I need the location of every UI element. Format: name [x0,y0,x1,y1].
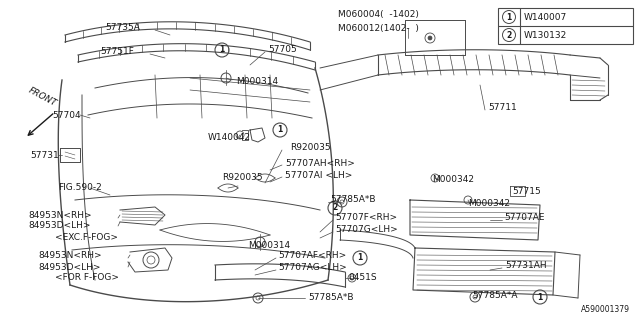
Text: <FOR F-FOG>: <FOR F-FOG> [55,274,119,283]
Text: <EXC.F-FOG>: <EXC.F-FOG> [55,233,118,242]
Text: 1: 1 [357,253,363,262]
Text: M060012(1402-  ): M060012(1402- ) [338,23,419,33]
Text: 2: 2 [332,204,338,212]
Text: 57715: 57715 [512,188,541,196]
Text: W130132: W130132 [524,30,567,39]
Text: 57731: 57731 [30,150,59,159]
Text: 57707AG<LH>: 57707AG<LH> [278,263,347,273]
Text: M000342: M000342 [468,199,510,209]
Text: 1: 1 [538,292,543,301]
Text: 57735A: 57735A [105,23,140,33]
Text: 57731AH: 57731AH [505,260,547,269]
Text: 57704: 57704 [52,110,81,119]
Text: W140042: W140042 [208,133,251,142]
Text: 57707F<RH>: 57707F<RH> [335,213,397,222]
Text: 2: 2 [506,30,511,39]
Text: M000342: M000342 [432,175,474,185]
Text: 57751F: 57751F [100,47,134,57]
Text: 57785A*A: 57785A*A [472,292,518,300]
Text: 57707AE: 57707AE [504,213,545,222]
Text: 57705: 57705 [268,45,297,54]
Text: 0451S: 0451S [348,274,376,283]
Text: 84953D<LH>: 84953D<LH> [28,221,90,230]
Text: 57785A*B: 57785A*B [308,293,353,302]
Text: M000314: M000314 [236,77,278,86]
Text: 57785A*B: 57785A*B [330,196,376,204]
Text: A590001379: A590001379 [581,305,630,314]
Text: R920035: R920035 [222,173,262,182]
Text: W140007: W140007 [524,12,567,21]
Text: M060004(  -1402): M060004( -1402) [338,11,419,20]
Bar [498,8,633,44]
Text: 1: 1 [277,125,283,134]
Text: 57707G<LH>: 57707G<LH> [335,226,397,235]
Text: 57707AI <LH>: 57707AI <LH> [285,171,353,180]
Text: R920035: R920035 [290,143,331,153]
Text: 57707AH<RH>: 57707AH<RH> [285,158,355,167]
Text: FIG.590-2: FIG.590-2 [58,183,102,193]
Text: 84953D<LH>: 84953D<LH> [38,262,100,271]
Text: 57707AF<RH>: 57707AF<RH> [278,252,346,260]
Text: 84953N<RH>: 84953N<RH> [28,211,92,220]
Circle shape [428,36,432,40]
Text: 1: 1 [220,45,225,54]
Text: FRONT: FRONT [26,86,58,108]
Text: M000314: M000314 [248,242,290,251]
Text: 1: 1 [506,12,511,21]
Text: 57711: 57711 [488,103,516,113]
Text: 84953N<RH>: 84953N<RH> [38,252,102,260]
